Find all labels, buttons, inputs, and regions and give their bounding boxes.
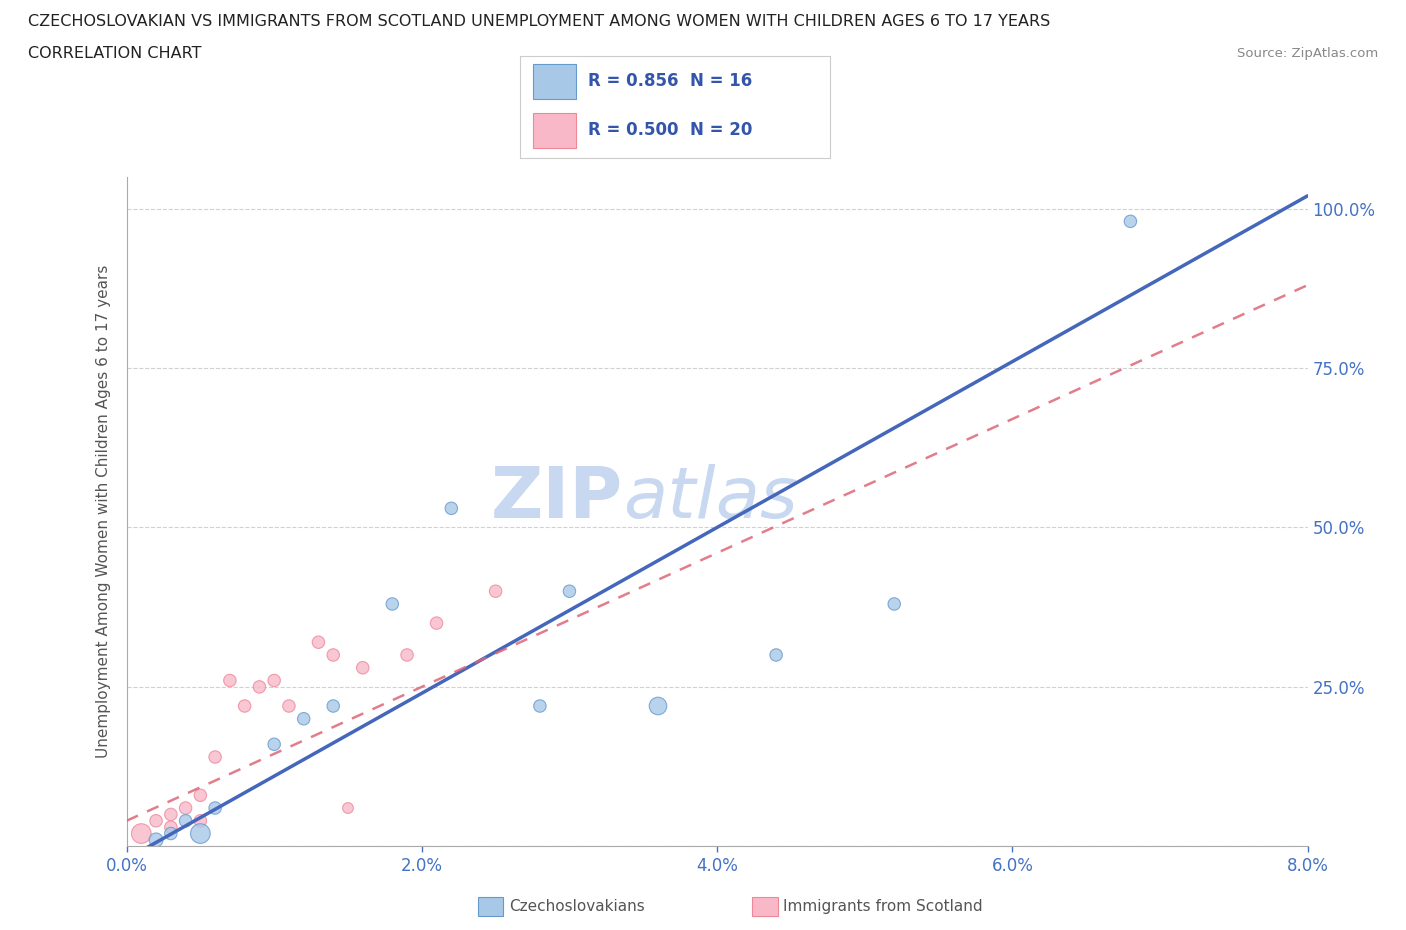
Point — [160, 826, 183, 841]
Point — [129, 826, 153, 841]
Point — [337, 801, 360, 816]
Point — [765, 647, 787, 662]
Bar — [533, 113, 576, 148]
Point — [883, 596, 905, 611]
Point — [1119, 214, 1142, 229]
Point — [263, 673, 285, 688]
Point — [219, 673, 242, 688]
Point — [160, 807, 183, 822]
Point — [292, 711, 315, 726]
Point — [484, 584, 508, 599]
Point — [322, 698, 344, 713]
Point — [381, 596, 404, 611]
Point — [647, 698, 669, 713]
Point — [322, 647, 344, 662]
Point — [396, 647, 419, 662]
Point — [188, 826, 211, 841]
Point — [558, 584, 581, 599]
Text: atlas: atlas — [623, 464, 797, 533]
Point — [204, 750, 226, 764]
Point — [145, 832, 167, 847]
Point — [247, 680, 270, 695]
Y-axis label: Unemployment Among Women with Children Ages 6 to 17 years: Unemployment Among Women with Children A… — [96, 265, 111, 758]
Point — [307, 635, 329, 650]
Point — [425, 616, 447, 631]
Text: Immigrants from Scotland: Immigrants from Scotland — [783, 899, 983, 914]
Point — [160, 819, 183, 834]
Point — [263, 737, 285, 751]
Text: CZECHOSLOVAKIAN VS IMMIGRANTS FROM SCOTLAND UNEMPLOYMENT AMONG WOMEN WITH CHILDR: CZECHOSLOVAKIAN VS IMMIGRANTS FROM SCOTL… — [28, 14, 1050, 29]
Point — [174, 801, 197, 816]
Text: CORRELATION CHART: CORRELATION CHART — [28, 46, 201, 61]
Text: ZIP: ZIP — [491, 464, 623, 533]
Point — [204, 801, 226, 816]
Text: R = 0.500  N = 20: R = 0.500 N = 20 — [588, 122, 752, 140]
Point — [529, 698, 551, 713]
Text: Source: ZipAtlas.com: Source: ZipAtlas.com — [1237, 46, 1378, 60]
Point — [188, 814, 211, 829]
Bar — [533, 64, 576, 99]
Text: R = 0.856  N = 16: R = 0.856 N = 16 — [588, 73, 752, 90]
Point — [188, 788, 211, 803]
Point — [352, 660, 374, 675]
Text: Czechoslovakians: Czechoslovakians — [509, 899, 645, 914]
Point — [278, 698, 301, 713]
Point — [174, 814, 197, 829]
Point — [233, 698, 256, 713]
Point — [145, 814, 167, 829]
Point — [440, 501, 463, 516]
